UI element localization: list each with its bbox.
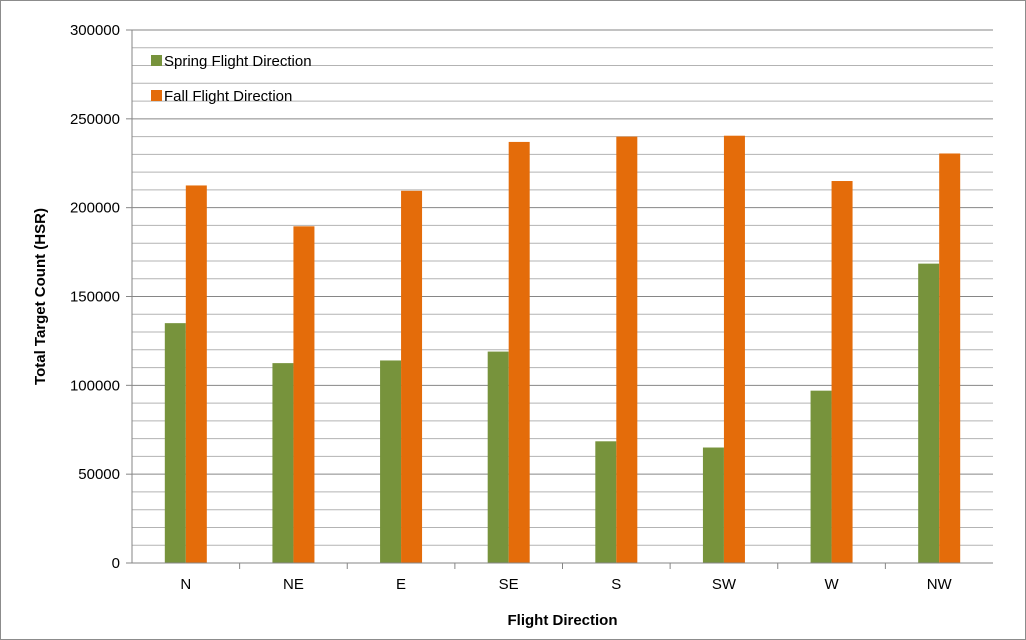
gridlines xyxy=(132,29,993,546)
x-tick-label: W xyxy=(824,576,839,593)
y-tick-label: 100000 xyxy=(70,377,120,394)
y-tick-label: 0 xyxy=(112,555,120,572)
bar-spring xyxy=(918,263,940,563)
x-tick-label: E xyxy=(396,576,406,593)
y-tick-label: 50000 xyxy=(78,466,120,483)
y-tick-label: 150000 xyxy=(70,289,120,306)
bar-fall xyxy=(401,190,423,563)
x-tick-label: NW xyxy=(927,576,953,593)
y-tick-label: 250000 xyxy=(70,111,120,128)
legend-swatch-fall xyxy=(151,90,162,101)
x-tick-label: S xyxy=(611,576,621,593)
bar-spring xyxy=(595,441,617,563)
legend-label-fall: Fall Flight Direction xyxy=(164,88,292,105)
bar-fall xyxy=(293,226,315,564)
bar-spring xyxy=(702,447,724,563)
bar-spring xyxy=(380,360,402,563)
x-axis-title: Flight Direction xyxy=(508,612,618,629)
legend: Spring Flight Direction Fall Flight Dire… xyxy=(151,53,312,105)
bar-fall xyxy=(616,136,638,563)
bar-fall xyxy=(185,185,207,564)
x-tick-label: NE xyxy=(283,576,304,593)
bars xyxy=(164,135,961,564)
y-axis-tick-labels: 0 50000 100000 150000 200000 250000 300000 xyxy=(70,22,132,572)
bar-fall xyxy=(723,135,745,563)
bar-spring xyxy=(810,390,832,563)
bar-spring xyxy=(164,323,186,563)
x-axis-tick-labels: N NE E SE S SW W NW xyxy=(180,563,953,593)
legend-label-spring: Spring Flight Direction xyxy=(164,53,312,70)
legend-swatch-spring xyxy=(151,55,162,66)
bar-spring xyxy=(487,351,509,563)
bar-fall xyxy=(508,141,530,563)
bar-spring xyxy=(272,363,294,563)
x-tick-label: SW xyxy=(712,576,737,593)
x-tick-label: N xyxy=(180,576,191,593)
y-tick-label: 200000 xyxy=(70,200,120,217)
bar-fall xyxy=(831,181,853,563)
y-axis-title: Total Target Count (HSR) xyxy=(32,208,49,385)
y-tick-label: 300000 xyxy=(70,22,120,39)
bar-fall xyxy=(939,153,961,563)
x-tick-label: SE xyxy=(499,576,519,593)
